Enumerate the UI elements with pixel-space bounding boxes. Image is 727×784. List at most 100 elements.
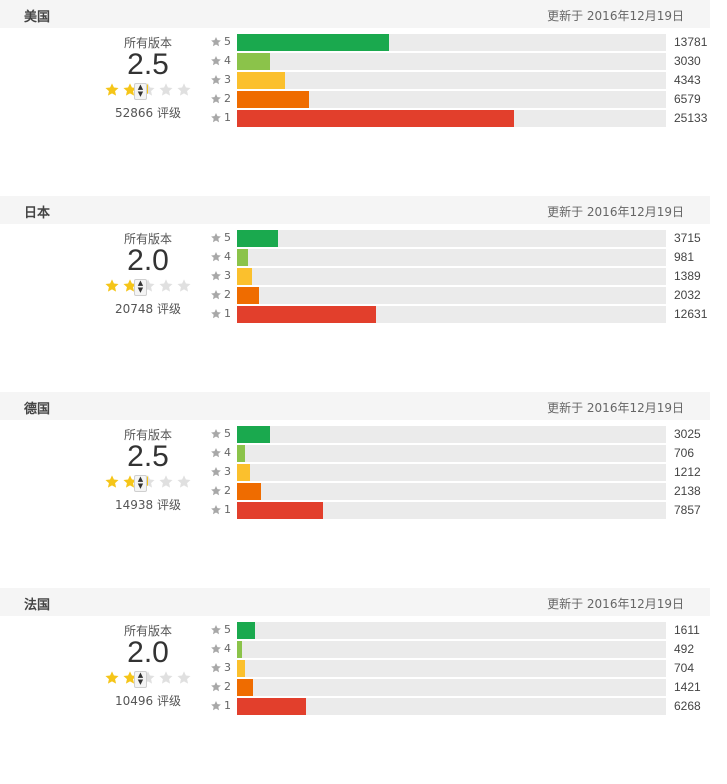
star-empty-icon (177, 671, 191, 684)
star-filled-icon (105, 671, 119, 684)
bar-track (237, 622, 666, 639)
star-icon (211, 309, 221, 319)
bar-fill (237, 230, 278, 247)
ratings-count: 10496 评级 (115, 694, 181, 708)
section-header: 德国 更新于 2016年12月19日 (0, 392, 710, 420)
star-icon (211, 467, 221, 477)
rating-row: 1 12631 (206, 306, 716, 323)
updated-date: 更新于 2016年12月19日 (547, 205, 684, 219)
star-level: 5 (224, 623, 231, 636)
average-rating: 2.0 (127, 244, 169, 277)
bar-fill (237, 306, 376, 323)
star-empty-icon (177, 475, 191, 488)
star-filled-icon (123, 475, 137, 488)
star-level: 2 (224, 680, 231, 693)
rating-row: 2 2138 (206, 483, 716, 500)
rating-row: 2 2032 (206, 287, 716, 304)
star-filled-icon (105, 83, 119, 96)
bar-fill (237, 34, 389, 51)
country-section: 日本 更新于 2016年12月19日 所有版本 2.0 ▲ ▼ 20748 评级 5 3715 4… (0, 196, 727, 392)
star-level: 2 (224, 484, 231, 497)
star-level: 1 (224, 111, 231, 124)
star-icon (211, 505, 221, 515)
star-icon (211, 113, 221, 123)
star-level: 4 (224, 642, 231, 655)
bar-count: 3030 (674, 54, 701, 68)
country-title: 日本 (24, 206, 51, 221)
bar-fill (237, 110, 514, 127)
bar-fill (237, 622, 255, 639)
bar-fill (237, 72, 285, 89)
bar-count: 2138 (674, 484, 701, 498)
bar-fill (237, 268, 253, 285)
star-icon (211, 94, 221, 104)
updated-date: 更新于 2016年12月19日 (547, 597, 684, 611)
bar-track (237, 698, 666, 715)
bar-count: 1421 (674, 680, 701, 694)
all-versions-label: 所有版本 (123, 624, 172, 638)
rating-row: 2 1421 (206, 679, 716, 696)
rating-row: 1 25133 (206, 110, 716, 127)
rating-row: 4 492 (206, 641, 716, 658)
country-section: 美国 更新于 2016年12月19日 所有版本 2.5 ▲ ▼ 52866 评级 5 13781… (0, 0, 727, 196)
rating-row: 1 7857 (206, 502, 716, 519)
bar-fill (237, 679, 253, 696)
bar-fill (237, 287, 260, 304)
star-level: 4 (224, 54, 231, 67)
rating-row: 4 3030 (206, 53, 716, 70)
star-level: 1 (224, 503, 231, 516)
rating-row: 2 6579 (206, 91, 716, 108)
star-icon (211, 682, 221, 692)
bar-track (237, 464, 666, 481)
average-rating: 2.5 (127, 48, 169, 81)
ratings-count: 52866 评级 (115, 106, 181, 120)
star-filled-icon (105, 279, 119, 292)
rating-summary: 所有版本 2.0 ▲ ▼ 20748 评级 (100, 230, 200, 360)
bar-track (237, 53, 666, 70)
bar-count: 1212 (674, 465, 701, 479)
average-rating: 2.0 (127, 636, 169, 669)
rating-row: 1 6268 (206, 698, 716, 715)
rating-spinner[interactable]: ▲ ▼ (134, 671, 147, 688)
bar-fill (237, 660, 245, 677)
ratings-count: 20748 评级 (115, 302, 181, 316)
bar-track (237, 426, 666, 443)
average-rating: 2.5 (127, 440, 169, 473)
star-icon (211, 37, 221, 47)
star-rating (104, 474, 196, 492)
bar-fill (237, 426, 271, 443)
updated-date: 更新于 2016年12月19日 (547, 9, 684, 23)
star-level: 5 (224, 427, 231, 440)
bar-track (237, 110, 666, 127)
bar-count: 6268 (674, 699, 701, 713)
rating-row: 3 1212 (206, 464, 716, 481)
bar-fill (237, 641, 243, 658)
star-empty-icon (177, 279, 191, 292)
star-icon (211, 625, 221, 635)
star-rating (104, 82, 196, 100)
bar-fill (237, 483, 261, 500)
bar-count: 25133 (674, 111, 708, 125)
bar-fill (237, 464, 251, 481)
country-section: 德国 更新于 2016年12月19日 所有版本 2.5 ▲ ▼ 14938 评级 5 3025 4… (0, 392, 727, 588)
rating-row: 4 981 (206, 249, 716, 266)
rating-spinner[interactable]: ▲ ▼ (134, 279, 147, 296)
star-icon (211, 56, 221, 66)
updated-date: 更新于 2016年12月19日 (547, 401, 684, 415)
star-level: 4 (224, 250, 231, 263)
section-header: 法国 更新于 2016年12月19日 (0, 588, 710, 616)
bar-count: 1611 (674, 623, 700, 637)
rating-row: 5 3025 (206, 426, 716, 443)
rating-row: 4 706 (206, 445, 716, 462)
rating-spinner[interactable]: ▲ ▼ (134, 83, 147, 100)
bar-count: 6579 (674, 92, 701, 106)
rating-summary: 所有版本 2.5 ▲ ▼ 52866 评级 (100, 34, 200, 164)
rating-spinner[interactable]: ▲ ▼ (134, 475, 147, 492)
star-level: 2 (224, 92, 231, 105)
star-level: 1 (224, 699, 231, 712)
bar-count: 13781 (674, 35, 708, 49)
star-icon (211, 448, 221, 458)
star-level: 4 (224, 446, 231, 459)
country-title: 德国 (24, 402, 51, 417)
bar-count: 2032 (674, 288, 701, 302)
